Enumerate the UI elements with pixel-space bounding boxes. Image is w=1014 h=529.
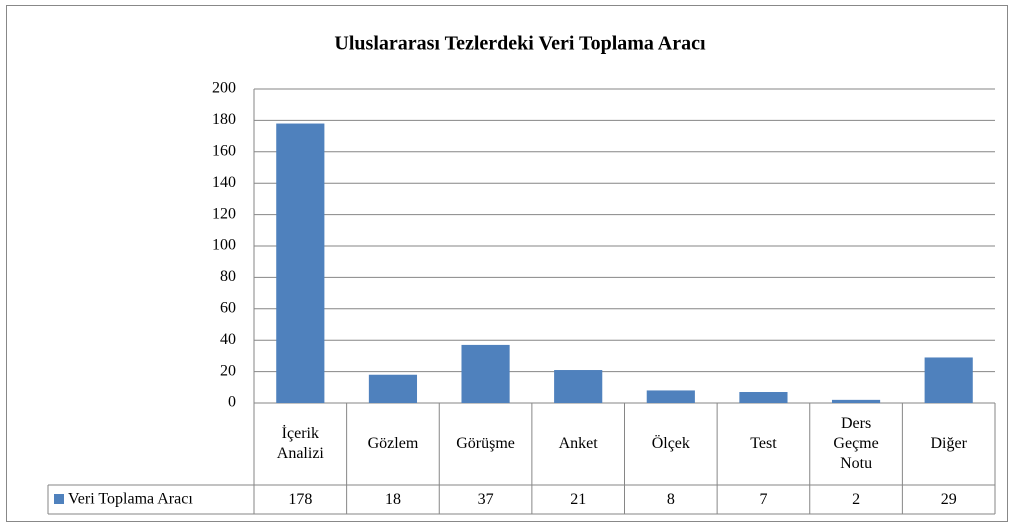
y-tick-label: 60 [220,299,236,316]
bar [554,370,603,403]
y-tick-label: 0 [228,394,236,411]
table-value-text: 18 [384,490,401,508]
table-value: 18 [347,485,440,514]
category-label-text: Görüşme [456,435,515,452]
y-tick-label: 140 [212,174,236,191]
category-label-text: Ölçek [651,435,690,452]
bar [924,357,973,403]
category-label: Görüşme [439,403,532,485]
category-label-text: Diğer [930,435,967,452]
chart-border [6,5,1008,522]
legend-label: Veri Toplama Aracı [68,491,193,508]
y-tick-label: 20 [220,362,236,379]
table-value-text: 2 [852,490,861,508]
table-value-text: 37 [477,490,494,508]
category-label: Gözlem [347,403,440,485]
chart-title: Uluslararası Tezlerdeki Veri Toplama Ara… [334,33,706,55]
table-value: 29 [902,485,995,514]
category-label: Anket [532,403,625,485]
y-tick-label: 200 [212,80,236,97]
y-tick-label: 120 [212,205,236,222]
bar [276,123,325,403]
y-tick-label: 160 [212,142,236,159]
table-value-text: 178 [288,490,313,508]
bar [739,392,788,403]
bar [461,344,510,403]
category-label: Ders Geçme Notu [810,403,903,485]
table-value-text: 29 [940,490,957,508]
legend-swatch [54,494,64,504]
y-tick-label: 80 [220,268,236,285]
bar [368,374,418,403]
bar [831,399,881,403]
category-label-text: Test [750,435,777,452]
table-value: 8 [625,485,718,514]
y-tick-label: 100 [212,237,236,254]
table-value: 7 [717,485,810,514]
bar [646,390,695,403]
category-label: Diğer [902,403,995,485]
category-label-text: Gözlem [367,435,419,452]
table-value: 37 [439,485,532,514]
table-value: 178 [254,485,347,514]
category-label: İçerik Analizi [254,403,347,485]
table-value-text: 8 [666,490,675,508]
category-label-text: Ders Geçme Notu [833,415,879,472]
table-value-text: 21 [570,490,587,508]
table-value: 2 [810,485,903,514]
category-label-text: Anket [558,435,598,452]
y-tick-label: 180 [212,111,236,128]
category-label-text: İçerik Analizi [276,425,324,462]
table-value-text: 7 [759,490,768,508]
category-label: Test [717,403,810,485]
table-value: 21 [532,485,625,514]
category-label: Ölçek [625,403,718,485]
y-tick-label: 40 [220,331,236,348]
